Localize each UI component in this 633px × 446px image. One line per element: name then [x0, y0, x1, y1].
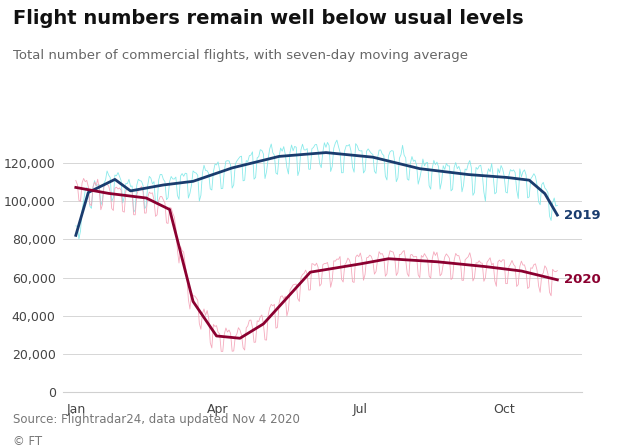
Text: Source: Flightradar24, data updated Nov 4 2020: Source: Flightradar24, data updated Nov … — [13, 413, 299, 425]
Text: © FT: © FT — [13, 435, 42, 446]
Text: Total number of commercial flights, with seven-day moving average: Total number of commercial flights, with… — [13, 49, 468, 62]
Text: 2019: 2019 — [563, 209, 600, 222]
Text: 2020: 2020 — [563, 273, 600, 286]
Text: Flight numbers remain well below usual levels: Flight numbers remain well below usual l… — [13, 9, 523, 28]
